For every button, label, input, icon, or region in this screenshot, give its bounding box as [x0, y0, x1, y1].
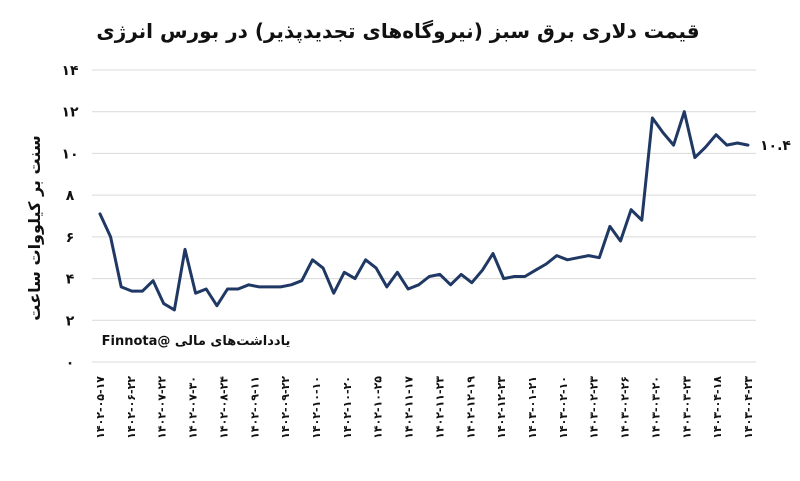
x-tick-label: ۱۴۰۳-۰۲-۱۰ — [557, 376, 570, 439]
x-axis-ticks: ۱۴۰۲-۰۵-۱۷ ۱۴۰۲-۰۶-۲۲ ۱۴۰۲-۰۷-۲۲ ۱۴۰۲-۰۷-۳۰… — [94, 376, 755, 439]
x-tick-label: ۱۴۰۳-۰۲-۲۳ — [588, 376, 601, 439]
series-layer — [98, 110, 750, 312]
x-tick-label: ۱۴۰۳-۰۳-۲۳ — [680, 376, 693, 439]
gridlines — [92, 69, 756, 363]
y-axis-ticks: ۰ ۲ ۴ ۶ ۸ ۱۰ ۱۲ ۱۴ — [61, 63, 79, 371]
y-tick-label: ۱۴ — [61, 63, 79, 79]
watermark-text: یادداشت‌های مالی @Finnota — [102, 334, 291, 349]
x-tick-label: ۱۴۰۲-۰۸-۲۴ — [217, 376, 230, 439]
x-tick-label: ۱۴۰۲-۱۰-۲۰ — [341, 376, 354, 439]
x-tick-label: ۱۴۰۲-۱۱-۱۷ — [403, 376, 416, 439]
x-tick-label: ۱۴۰۲-۰۹-۲۲ — [279, 376, 292, 439]
x-tick-label: ۱۴۰۲-۰۵-۱۷ — [94, 376, 107, 439]
x-tick-label: ۱۴۰۲-۱۲-۱۹ — [464, 376, 477, 439]
x-tick-label: ۱۴۰۲-۰۹-۱۱ — [248, 376, 261, 439]
x-tick-label: ۱۴۰۲-۱۲-۲۳ — [495, 376, 508, 439]
x-tick-label: ۱۴۰۳-۰۴-۲۳ — [742, 376, 755, 439]
y-axis-label: سنت بر کیلووات ساعت — [25, 135, 44, 320]
y-tick-label: ۸ — [66, 188, 75, 204]
y-tick-label: ۱۲ — [61, 105, 79, 121]
y-tick-label: ۲ — [66, 313, 75, 329]
x-tick-label: ۱۴۰۲-۰۷-۲۲ — [156, 376, 169, 439]
chart-title: قیمت دلاری برق سبز (نیروگاه‌های تجدیدپذی… — [96, 19, 699, 44]
x-tick-label: ۱۴۰۲-۰۷-۳۰ — [187, 376, 200, 439]
end-value-label: ۱۰.۴ — [760, 138, 791, 154]
x-tick-label: ۱۴۰۳-۰۳-۲۰ — [649, 376, 662, 439]
x-tick-label: ۱۴۰۳-۰۲-۲۶ — [619, 376, 632, 439]
series-line — [98, 110, 750, 312]
y-tick-label: ۶ — [66, 230, 75, 246]
x-tick-label: ۱۴۰۲-۱۱-۲۳ — [433, 376, 446, 439]
y-tick-label: ۰ — [66, 355, 75, 371]
y-tick-label: ۴ — [66, 272, 75, 288]
x-tick-label: ۱۴۰۲-۱۰-۲۵ — [372, 376, 385, 439]
x-tick-label: ۱۴۰۳-۰۱-۲۱ — [526, 376, 539, 439]
y-tick-label: ۱۰ — [61, 146, 78, 162]
x-tick-label: ۱۴۰۳-۰۴-۱۸ — [711, 376, 724, 439]
x-tick-label: ۱۴۰۲-۱۰-۱۰ — [310, 376, 323, 439]
x-tick-label: ۱۴۰۲-۰۶-۲۲ — [125, 376, 138, 439]
